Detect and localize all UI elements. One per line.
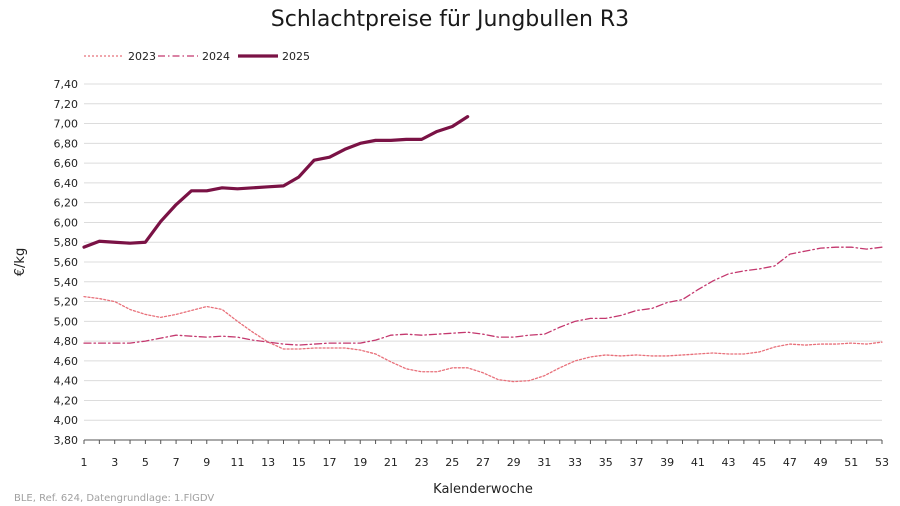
y-tick-label: 4,40 xyxy=(54,375,79,388)
y-tick-label: 5,80 xyxy=(54,236,79,249)
x-tick-label: 5 xyxy=(142,456,149,469)
y-tick-label: 5,40 xyxy=(54,276,79,289)
y-tick-label: 3,80 xyxy=(54,434,79,447)
y-tick-label: 5,00 xyxy=(54,315,79,328)
x-tick-label: 3 xyxy=(111,456,118,469)
y-tick-label: 6,60 xyxy=(54,157,79,170)
series-2023 xyxy=(83,295,883,383)
legend-label-2025: 2025 xyxy=(282,50,310,63)
x-tick-label: 23 xyxy=(415,456,429,469)
x-tick-label: 39 xyxy=(660,456,674,469)
source-note: BLE, Ref. 624, Datengrundlage: 1.FlGDV xyxy=(14,493,214,504)
series-2025 xyxy=(82,115,470,249)
series-line-2024 xyxy=(83,246,883,346)
x-tick-label: 15 xyxy=(292,456,306,469)
legend: 2023 2024 2025 xyxy=(84,50,310,63)
series-lines xyxy=(82,115,883,383)
x-tick-label: 47 xyxy=(783,456,797,469)
y-tick-label: 5,20 xyxy=(54,296,79,309)
y-tick-label: 4,80 xyxy=(54,335,79,348)
x-axis-ticks: 1 3 5 7 9 11 13 15 17 19 21 23 25 27 29 31 33 35 37 39 41 43 4… xyxy=(81,440,889,469)
x-tick-label: 45 xyxy=(752,456,766,469)
y-axis-label: €/kg xyxy=(13,248,28,276)
y-tick-label: 6,00 xyxy=(54,216,79,229)
x-tick-label: 31 xyxy=(537,456,551,469)
x-tick-label: 29 xyxy=(507,456,521,469)
x-tick-label: 51 xyxy=(844,456,858,469)
y-tick-label: 4,00 xyxy=(54,414,79,427)
y-tick-label: 5,60 xyxy=(54,256,79,269)
series-line-2025 xyxy=(82,115,470,249)
x-tick-label: 1 xyxy=(81,456,88,469)
x-tick-label: 33 xyxy=(568,456,582,469)
x-tick-label: 17 xyxy=(323,456,337,469)
series-2024 xyxy=(83,246,883,346)
y-tick-label: 7,40 xyxy=(54,78,79,91)
x-tick-label: 35 xyxy=(599,456,613,469)
x-tick-label: 53 xyxy=(875,456,889,469)
y-tick-label: 6,40 xyxy=(54,177,79,190)
x-tick-label: 11 xyxy=(230,456,244,469)
y-tick-label: 6,80 xyxy=(54,137,79,150)
x-tick-label: 9 xyxy=(203,456,210,469)
x-axis-label: Kalenderwoche xyxy=(433,482,533,497)
x-tick-label: 41 xyxy=(691,456,705,469)
y-tick-label: 4,20 xyxy=(54,394,79,407)
y-tick-label: 6,20 xyxy=(54,197,79,210)
x-tick-label: 13 xyxy=(261,456,275,469)
y-tick-label: 7,00 xyxy=(54,118,79,131)
y-tick-label: 7,20 xyxy=(54,98,79,111)
chart-title: Schlachtpreise für Jungbullen R3 xyxy=(271,7,629,32)
x-tick-label: 21 xyxy=(384,456,398,469)
x-tick-label: 27 xyxy=(476,456,490,469)
x-tick-label: 19 xyxy=(353,456,367,469)
legend-label-2023: 2023 xyxy=(128,50,156,63)
y-tick-label: 4,60 xyxy=(54,355,79,368)
grid-lines xyxy=(84,83,882,441)
x-tick-label: 7 xyxy=(173,456,180,469)
legend-label-2024: 2024 xyxy=(202,50,230,63)
x-tick-label: 25 xyxy=(445,456,459,469)
series-line-2023 xyxy=(83,295,883,383)
x-tick-label: 43 xyxy=(722,456,736,469)
y-axis-ticks: 3,80 4,00 4,20 4,40 4,60 4,80 5,00 5,20 5,40 5,60… xyxy=(54,78,79,447)
x-tick-label: 49 xyxy=(814,456,828,469)
x-tick-label: 37 xyxy=(629,456,643,469)
